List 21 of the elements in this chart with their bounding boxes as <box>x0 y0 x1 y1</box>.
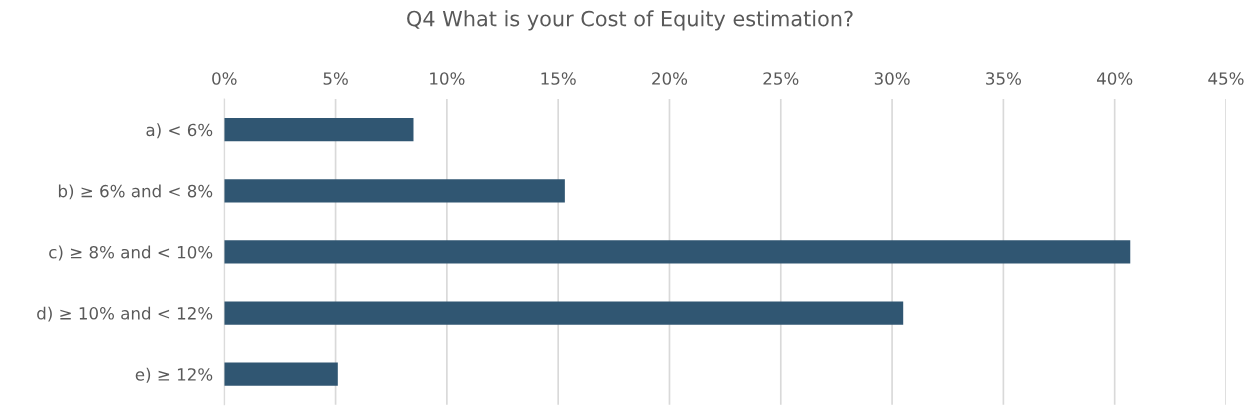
x-tick-label: 10% <box>430 72 465 85</box>
bar <box>224 362 338 386</box>
bar <box>224 301 904 325</box>
x-tick-label: 0% <box>212 72 237 85</box>
x-tick-label: 25% <box>763 72 799 85</box>
bar <box>224 240 1131 264</box>
x-tick-label: 20% <box>652 72 688 85</box>
y-tick-label: e) ≥ 12% <box>135 367 213 383</box>
x-tick-label: 35% <box>986 72 1021 85</box>
x-tick-label: 15% <box>541 72 576 85</box>
bar <box>224 179 565 203</box>
y-tick-label: c) ≥ 8% and < 10% <box>49 245 213 261</box>
y-tick-label: a) < 6% <box>146 123 213 139</box>
x-tick-label: 30% <box>874 72 910 85</box>
x-tick-label: 40% <box>1096 72 1133 85</box>
y-tick-label: b) ≥ 6% and < 8% <box>58 184 213 200</box>
x-tick-label: 45% <box>1208 72 1244 85</box>
chart-title: Q4 What is your Cost of Equity estimation? <box>407 10 853 31</box>
y-tick-label: d) ≥ 10% and < 12% <box>37 306 213 322</box>
x-tick-label: 5% <box>323 72 348 85</box>
bar <box>224 118 414 142</box>
